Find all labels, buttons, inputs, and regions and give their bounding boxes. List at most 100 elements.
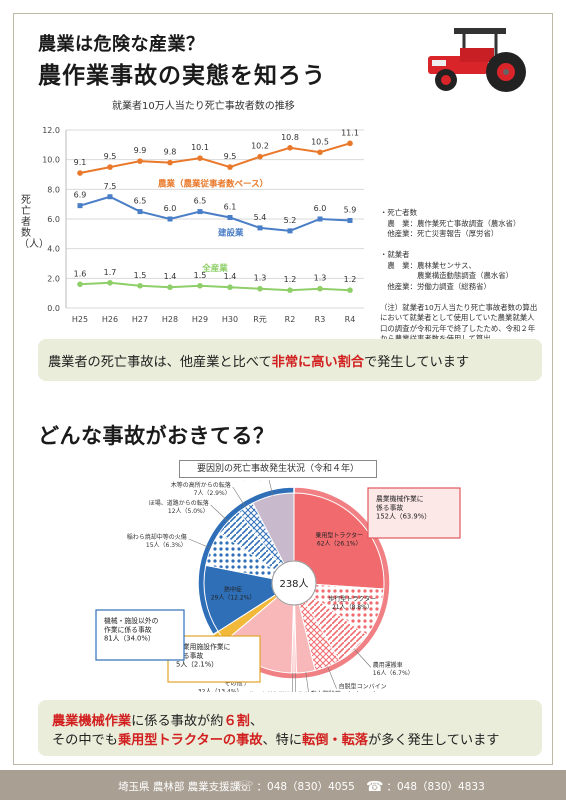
pie-center — [271, 560, 317, 606]
x-tick-label: H25 — [72, 315, 88, 324]
data-label: 10.2 — [251, 142, 269, 151]
data-point — [317, 216, 323, 222]
line-chart-title: 就業者10万人当たり死亡事故者数の推移 — [112, 101, 295, 112]
leader-line — [210, 504, 229, 522]
label-line: 農業用施設作業に — [176, 642, 231, 651]
series-name-label: 建設業 — [217, 227, 244, 238]
data-label: 1.2 — [344, 275, 357, 284]
data-label: 1.4 — [224, 272, 237, 281]
callout-other-work — [95, 609, 185, 661]
x-tick-label: R元 — [253, 315, 267, 324]
footer-fax: ☎ ：048（830）4833 — [366, 779, 485, 795]
pie-slice-label: 農用高所作業機1人（0.4%） — [248, 691, 290, 692]
note-line: （注）就業者10万人当たり死亡事故者数の算出 — [380, 302, 538, 312]
label-line: ほ場、道路からの転落 — [149, 499, 209, 507]
data-label: 6.0 — [314, 204, 327, 213]
data-point — [137, 282, 143, 289]
pie-slice-label: 自脱型コンバイン11人（4.6%） — [339, 683, 387, 692]
label-line: 係る事故 — [376, 503, 403, 512]
y-tick-label: 8.0 — [47, 185, 60, 194]
message-top-text: 農業者の死亡事故は、他産業と比べて非常に高い割合で発生しています — [48, 355, 470, 370]
data-label: 5.4 — [254, 213, 267, 222]
data-point — [197, 155, 203, 161]
leader-line — [188, 538, 212, 549]
pie-slice-label: 稲わら焼却中等の火傷 15人（6.3%） — [127, 533, 187, 549]
pie-slice-label: ほ場、道路からの転落 12人（5.0%） — [149, 499, 209, 515]
data-label: 5.2 — [284, 216, 297, 225]
pie-slice-label: その他18人（7.6%） — [224, 480, 265, 482]
label-line: 動力防除機 — [311, 690, 341, 692]
label-line: 動力刈払機 — [298, 691, 328, 692]
data-label: 10.1 — [191, 143, 209, 152]
label-line: その他 — [225, 680, 243, 688]
y-tick-label: 12.0 — [42, 126, 60, 135]
data-label: 7.5 — [104, 182, 117, 191]
label-line: 機械・施設以外の — [104, 616, 159, 625]
data-point — [197, 209, 203, 215]
page-title: 農作業事故の実態を知ろう — [38, 63, 326, 89]
data-label: 1.5 — [134, 271, 147, 280]
x-tick-label: H30 — [222, 315, 238, 324]
note-line — [380, 292, 550, 303]
data-point — [227, 284, 233, 291]
data-point — [77, 170, 83, 176]
note-line: 他産業：労働力調査（総務省） — [380, 281, 491, 291]
x-tick-label: R4 — [345, 315, 356, 324]
fax-icon: ☎ — [366, 779, 384, 795]
pie-slice-label: 歩行型トラクター 21人（8.8%） — [329, 595, 377, 611]
footer-organization: 埼玉県 農林部 農業支援課 — [118, 781, 241, 793]
x-tick-label: H28 — [162, 315, 178, 324]
data-point — [167, 159, 173, 166]
data-point — [107, 194, 113, 200]
data-point — [197, 282, 203, 289]
note-line: 農業構造動態調査（農水省） — [380, 271, 514, 280]
label-line: 29人（12.2%） — [211, 594, 256, 601]
accident-cause-pie-chart: 238人 乗用型トラクター 62人（26.1%） 歩行型トラクター 21人（8.8%） 農… — [95, 480, 461, 692]
tractor-illustration — [428, 28, 526, 92]
pie-slice-label: 動力防除機8人（3.4%） — [311, 690, 348, 692]
leader-line — [305, 672, 309, 692]
callout-other-work-text: 機械・施設以外の作業に係る事故 81人（34.0%） — [104, 616, 159, 643]
data-point — [347, 140, 353, 147]
footer: 埼玉県 農林部 農業支援課 ☏ ：048（830）4055 ☎ ：048（830）4… — [0, 770, 566, 800]
data-point — [287, 228, 293, 234]
data-point — [347, 287, 353, 293]
label-line: 歩行型トラクター — [329, 595, 377, 603]
footer-phone: ☏ ：048（830）4055 — [236, 779, 355, 795]
label-line: 5人（2.1%） — [176, 661, 218, 669]
series-line — [79, 142, 351, 174]
series-line — [79, 281, 351, 292]
pie-slice-label: 乗用型トラクター 62人（26.1%） — [315, 532, 363, 548]
phone-icon: ☏ — [236, 779, 254, 795]
leader-line — [232, 486, 246, 508]
pie-slice-label: 熱中症 29人（12.2%） — [211, 585, 256, 601]
label-line: 81人（34.0%） — [104, 635, 155, 643]
note-line: ・死亡者数 — [380, 208, 417, 217]
data-point — [257, 153, 263, 160]
label-line: 21人（8.8%） — [332, 604, 373, 611]
y-tick-label: 2.0 — [47, 274, 60, 283]
data-point — [137, 158, 143, 164]
highlight-rate: 非常に高い割合 — [271, 355, 364, 370]
label-line: 12人（5.0%） — [168, 508, 209, 515]
label-line: 熱中症 — [224, 585, 242, 593]
series-name-label: 農業（農業従事者数ベース） — [158, 178, 268, 189]
label-line: 農用高所作業機 — [248, 691, 290, 692]
label-line: 62人（26.1%） — [317, 541, 362, 548]
data-label: 1.7 — [104, 268, 117, 277]
data-label: 1.2 — [284, 275, 297, 284]
data-point — [287, 145, 293, 151]
data-point — [257, 285, 263, 292]
label-line: 16人（6.7%） — [373, 670, 414, 677]
data-label: 9.9 — [134, 146, 147, 155]
data-point — [107, 279, 113, 286]
leader-line — [268, 480, 274, 496]
data-label: 6.5 — [194, 197, 207, 206]
label-line: 乗用型トラクター — [315, 532, 363, 540]
data-label: 1.3 — [254, 274, 267, 283]
note-line: から農業従事者数を使用して算出。 — [380, 334, 550, 345]
data-label: 6.5 — [134, 197, 147, 206]
y-tick-label: 6.0 — [47, 215, 60, 224]
pie-slice-label: 農用運搬車 16人（6.7%） — [373, 661, 414, 677]
data-label: 1.3 — [314, 274, 327, 283]
